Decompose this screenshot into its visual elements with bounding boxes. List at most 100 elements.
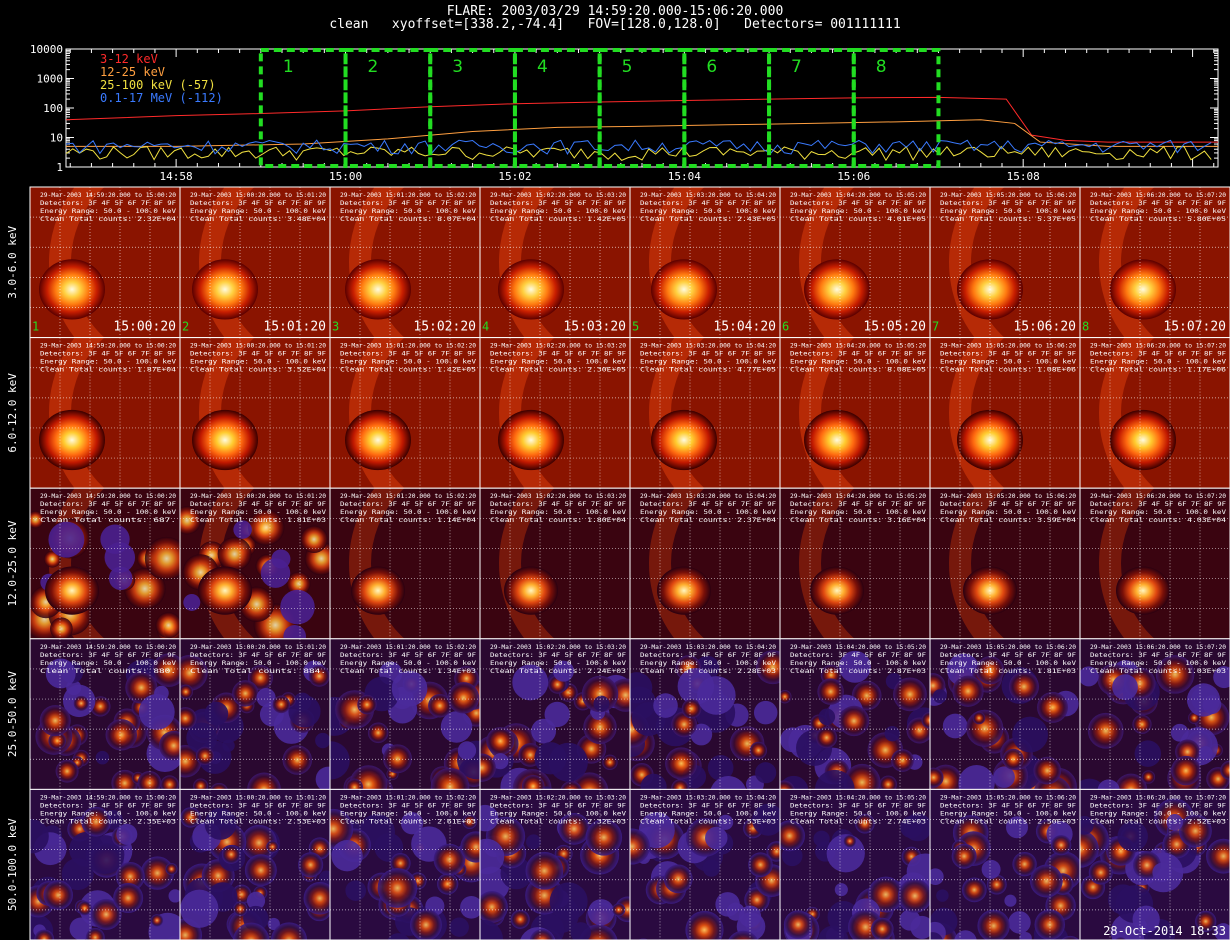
cell-header-text: 29-Mar-2003 14:59:20.000 to 15:00:20 [40,493,176,500]
noise-blob [449,917,469,937]
noise-blob [480,919,504,940]
noise-blob [702,859,721,877]
interval-box [597,48,687,168]
cell-header-text: Energy Range: 50.0 - 100.0 keV [490,810,626,817]
noise-blob [843,834,857,848]
noise-blob [1195,910,1217,932]
cell-header-text: Energy Range: 50.0 - 100.0 keV [340,509,476,516]
cell-header-text: Detectors: 3F 4F 5F 6F 7F 8F 9F [1090,802,1226,809]
interval-label: 8 [876,57,887,77]
cell-header-text: 29-Mar-2003 15:02:20.000 to 15:03:20 [490,794,626,801]
cell-header-text: 29-Mar-2003 15:03:20.000 to 15:04:20 [640,343,776,350]
noise-blob [993,766,1015,788]
cell-header-text: Energy Range: 50.0 - 100.0 keV [940,660,1076,667]
cell-header-text: Detectors: 3F 4F 5F 6F 7F 8F 9F [40,351,176,358]
cell-header-text: Clean Total counts: 687. [40,517,176,524]
noise-blob [168,889,180,903]
noise-blob [954,930,977,940]
noise-blob [85,835,125,874]
noise-blob [165,862,178,876]
noise-blob [30,510,45,529]
cell-header-text: Energy Range: 50.0 - 100.0 keV [640,208,776,215]
noise-blob [410,908,442,940]
noise-blob [952,675,984,707]
cell-header-text: 29-Mar-2003 15:04:20.000 to 15:05:20 [790,343,926,350]
noise-blob [653,693,678,718]
noise-blob [879,775,897,790]
y-tick-label: 100 [43,102,63,115]
noise-blob [1008,911,1031,934]
noise-blob [531,718,557,744]
source-blob [39,259,105,320]
image-cell: 29-Mar-2003 15:01:20.000 to 15:02:20Dete… [329,788,481,940]
plot-subtitle: clean xyoffset=[338.2,-74.4] FOV=[128.0,… [329,17,901,32]
cell-header-text: Energy Range: 50.0 - 100.0 keV [640,660,776,667]
cell-header-text: Energy Range: 50.0 - 100.0 keV [640,810,776,817]
noise-blob [1171,755,1201,786]
cell-header-text: Energy Range: 50.0 - 100.0 keV [1090,660,1226,667]
source-blob [45,566,99,615]
noise-blob [602,754,618,770]
noise-blob [315,732,330,749]
noise-blob [241,824,277,861]
cell-time-label: 15:01:20 [263,320,326,335]
cell-time-label: 15:00:20 [113,320,176,335]
noise-blob [282,745,313,775]
image-cell: 29-Mar-2003 15:03:20.000 to 15:04:20Dete… [629,186,781,339]
image-cell: 29-Mar-2003 14:59:20.000 to 15:00:20Dete… [29,186,181,339]
noise-blob [204,701,229,726]
cell-header-text: Clean Total counts: 3.48E+04 [190,216,326,223]
source-blob [198,566,252,615]
cell-header-text: Clean Total counts: 1.08E+06 [940,367,1076,374]
noise-blob [893,677,927,712]
cell-header-text: Clean Total counts: 2.87E+03 [790,668,926,675]
cell-header-text: Energy Range: 50.0 - 100.0 keV [940,359,1076,366]
noise-blob [30,819,49,854]
cell-header-text: Clean Total counts: 5.37E+05 [940,216,1076,223]
noise-blob [460,896,480,919]
noise-blob [330,808,354,849]
cell-header-text: Clean Total counts: 8.07E+04 [340,216,476,223]
source-blob [651,259,717,320]
cell-header-text: Detectors: 3F 4F 5F 6F 7F 8F 9F [40,200,176,207]
noise-blob [755,762,777,784]
image-background [630,488,780,639]
noise-blob [34,929,55,940]
image-cell: 29-Mar-2003 15:06:20.000 to 15:07:20Dete… [1079,638,1230,790]
legend-entry: 0.1-17 MeV (-112) [100,91,223,105]
noise-blob [50,617,73,639]
image-cell: 29-Mar-2003 15:06:20.000 to 15:07:20Dete… [1079,487,1230,640]
cell-header-text: Clean Total counts: 2.30E+05 [490,367,626,374]
source-blob [1110,409,1176,471]
image-cell: 29-Mar-2003 15:06:20.000 to 15:07:20Dete… [1079,337,1230,489]
cell-header-text: Clean Total counts: 1.34E+03 [340,668,476,675]
noise-blob [521,774,545,790]
noise-blob [272,695,291,714]
cell-header-text: 29-Mar-2003 15:05:20.000 to 15:06:20 [940,794,1076,801]
noise-blob [233,520,252,539]
noise-blob [357,694,377,715]
noise-blob [1004,894,1017,907]
cell-header-text: 29-Mar-2003 14:59:20.000 to 15:00:20 [40,644,176,651]
cell-index-label: 7 [932,320,939,334]
noise-blob [390,853,411,874]
noise-blob [685,910,724,940]
noise-blob [125,671,158,704]
cell-header-text: Energy Range: 50.0 - 100.0 keV [640,359,776,366]
noise-blob [195,746,215,766]
image-cell: 29-Mar-2003 15:04:20.000 to 15:05:20Dete… [779,186,931,339]
interval-box [851,48,941,168]
plot-title: FLARE: 2003/03/29 14:59:20.000-15:06:20.… [446,4,784,19]
noise-blob [671,779,689,790]
noise-blob [1186,683,1221,717]
interval-box [512,48,602,168]
noise-blob [100,524,130,554]
cell-header-text: Clean Total counts: 1.80E+04 [490,517,626,524]
cell-header-text: Clean Total counts: 2.74E+03 [790,818,926,825]
image-cell: 29-Mar-2003 15:06:20.000 to 15:07:20Dete… [1079,186,1230,339]
noise-blob [930,932,943,940]
cell-header-text: 29-Mar-2003 14:59:20.000 to 15:00:20 [40,192,176,199]
noise-blob [111,769,139,790]
noise-blob [815,727,838,749]
